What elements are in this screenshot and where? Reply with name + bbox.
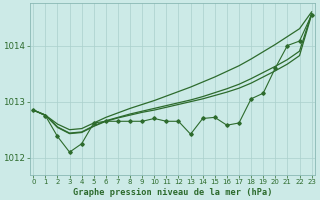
X-axis label: Graphe pression niveau de la mer (hPa): Graphe pression niveau de la mer (hPa): [73, 188, 272, 197]
